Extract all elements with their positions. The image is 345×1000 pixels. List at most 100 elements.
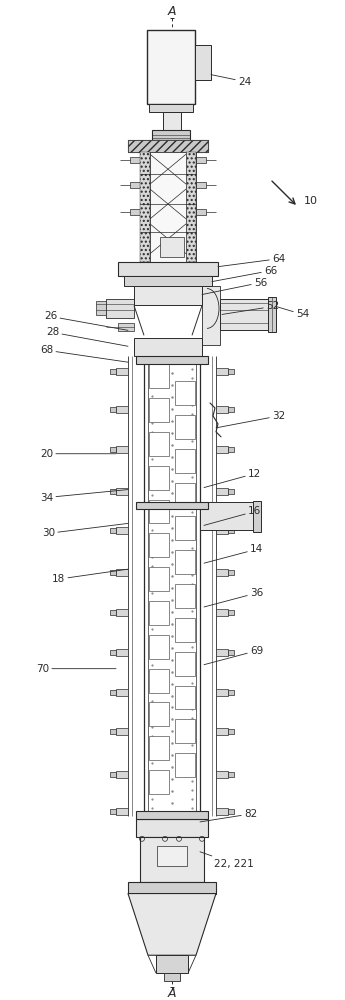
Text: 10: 10 — [304, 196, 318, 206]
Bar — [136, 356, 208, 364]
Bar — [136, 811, 208, 819]
Bar — [200, 502, 255, 530]
Bar — [130, 209, 140, 215]
Text: 52: 52 — [222, 301, 279, 314]
Bar — [110, 528, 116, 533]
Bar — [116, 771, 128, 778]
Bar — [216, 689, 228, 696]
Bar — [134, 338, 202, 356]
Bar — [186, 152, 196, 262]
Bar — [228, 729, 234, 734]
Bar — [196, 209, 206, 215]
Bar — [110, 690, 116, 695]
Bar — [134, 286, 202, 305]
Bar — [175, 753, 195, 777]
Bar — [228, 407, 234, 412]
Bar — [228, 570, 234, 575]
Bar — [195, 45, 211, 80]
Bar — [196, 157, 206, 163]
Bar — [140, 152, 150, 262]
Bar — [228, 369, 234, 374]
Bar — [140, 152, 150, 262]
Bar — [228, 528, 234, 533]
Bar — [149, 432, 169, 456]
Bar — [118, 323, 134, 331]
Bar — [110, 570, 116, 575]
Bar — [216, 406, 228, 413]
Text: 24: 24 — [211, 75, 251, 87]
Text: 16: 16 — [204, 506, 261, 525]
Bar — [157, 846, 187, 866]
Text: 56: 56 — [202, 278, 267, 295]
Bar — [228, 610, 234, 615]
Bar — [116, 446, 128, 453]
Bar — [128, 140, 208, 152]
Bar — [150, 152, 186, 262]
Bar — [110, 489, 116, 494]
Text: 12: 12 — [204, 469, 261, 488]
Bar — [216, 771, 228, 778]
Bar — [156, 955, 188, 973]
Bar — [253, 501, 261, 532]
Bar — [130, 157, 140, 163]
Bar — [149, 770, 169, 794]
Bar — [118, 262, 218, 276]
Bar — [149, 104, 193, 112]
Bar — [116, 649, 128, 656]
Bar — [128, 140, 208, 152]
Text: 20: 20 — [40, 449, 116, 459]
Bar — [149, 736, 169, 760]
Bar — [149, 364, 169, 388]
Bar — [175, 449, 195, 473]
Bar — [116, 728, 128, 735]
Bar — [228, 809, 234, 814]
Text: 54: 54 — [276, 306, 309, 319]
Bar — [140, 837, 204, 882]
Bar — [110, 447, 116, 452]
Text: 69: 69 — [204, 646, 263, 665]
Bar — [106, 299, 134, 318]
Text: 30: 30 — [42, 523, 128, 538]
Bar — [149, 601, 169, 625]
Bar — [116, 368, 128, 375]
Bar — [175, 652, 195, 676]
Bar — [149, 398, 169, 422]
Bar — [110, 729, 116, 734]
Bar — [152, 130, 190, 140]
Bar — [96, 301, 106, 315]
Bar — [175, 381, 195, 405]
Bar — [136, 819, 208, 837]
Bar — [149, 500, 169, 523]
Bar — [110, 809, 116, 814]
Text: A: A — [168, 5, 176, 18]
Text: 32: 32 — [216, 411, 285, 428]
Bar — [149, 669, 169, 693]
Text: 28: 28 — [46, 327, 128, 346]
Bar — [228, 447, 234, 452]
Bar — [116, 808, 128, 815]
Bar — [216, 609, 228, 616]
Bar — [216, 527, 228, 534]
Text: 34: 34 — [40, 490, 128, 503]
Bar — [116, 609, 128, 616]
Text: A: A — [168, 987, 176, 1000]
Bar — [268, 297, 276, 332]
Text: 36: 36 — [204, 588, 263, 607]
Text: 70: 70 — [36, 664, 116, 674]
Bar — [196, 182, 206, 188]
Bar — [175, 618, 195, 642]
Text: 14: 14 — [204, 544, 263, 563]
Text: 22, 221: 22, 221 — [200, 852, 254, 869]
Bar — [110, 407, 116, 412]
Text: 66: 66 — [212, 266, 277, 282]
Bar — [175, 584, 195, 608]
Bar — [202, 286, 220, 345]
Bar — [110, 650, 116, 655]
Bar — [228, 489, 234, 494]
Bar — [175, 550, 195, 574]
Bar — [116, 569, 128, 576]
Bar — [175, 483, 195, 506]
Bar — [147, 30, 195, 104]
Bar — [149, 635, 169, 659]
Bar — [228, 650, 234, 655]
